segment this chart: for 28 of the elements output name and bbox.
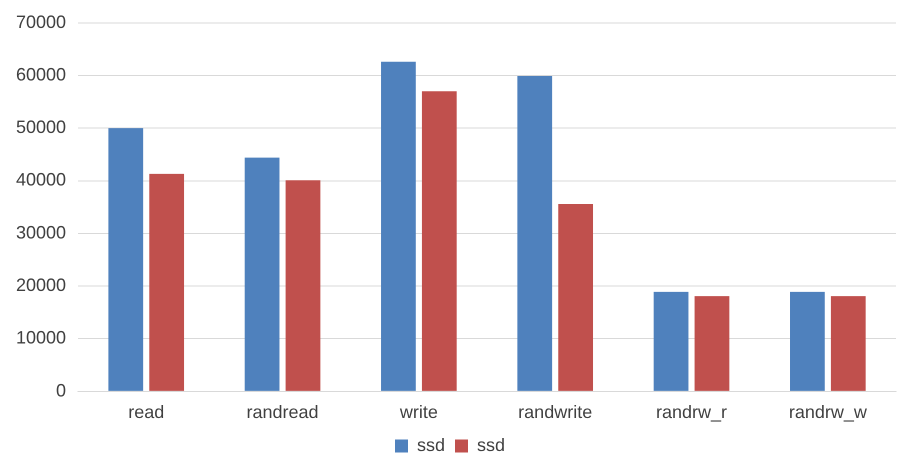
x-tick-label: write bbox=[398, 402, 438, 422]
x-tick-label: randread bbox=[246, 402, 319, 422]
bar bbox=[654, 292, 688, 391]
y-tick-label: 0 bbox=[56, 380, 66, 400]
y-tick-label: 60000 bbox=[16, 64, 66, 84]
y-tick-label: 10000 bbox=[16, 328, 66, 348]
y-tick-label: 40000 bbox=[16, 170, 66, 190]
bar bbox=[517, 76, 552, 391]
bar bbox=[830, 296, 866, 391]
x-tick-label: randrw_w bbox=[788, 402, 868, 422]
legend-label: ssd bbox=[477, 434, 506, 455]
x-tick-label: randrw_r bbox=[656, 402, 728, 422]
y-tick-label: 30000 bbox=[16, 222, 66, 242]
y-tick-label: 50000 bbox=[16, 117, 66, 138]
legend-label: ssd bbox=[416, 434, 446, 455]
x-tick-label: read bbox=[128, 402, 164, 422]
bar bbox=[694, 296, 730, 391]
bar bbox=[790, 292, 825, 391]
bar bbox=[108, 128, 144, 391]
y-tick-label: 20000 bbox=[16, 275, 66, 296]
bar bbox=[286, 180, 320, 391]
bar bbox=[149, 174, 184, 391]
x-tick-label: randwrite bbox=[518, 402, 592, 422]
bar bbox=[381, 62, 416, 391]
bar bbox=[244, 158, 280, 391]
bar bbox=[422, 91, 457, 391]
y-tick-label: 70000 bbox=[16, 12, 66, 32]
bar bbox=[558, 204, 594, 391]
